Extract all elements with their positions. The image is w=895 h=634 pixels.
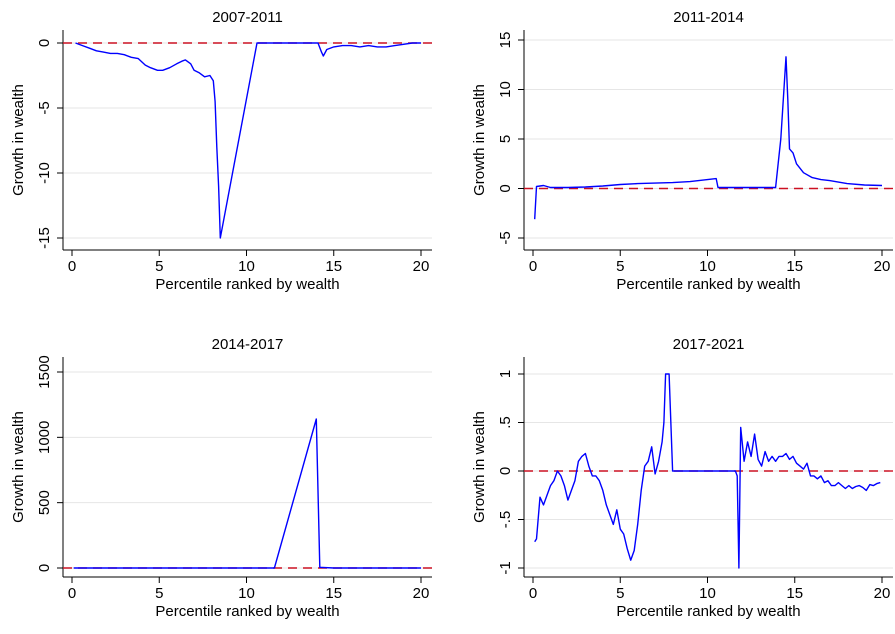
y-tick-label: 15	[497, 32, 514, 49]
y-tick-label: 1000	[36, 421, 53, 454]
x-tick-label: 10	[699, 258, 716, 275]
x-tick-label: 15	[786, 258, 803, 275]
x-axis-title: Percentile ranked by wealth	[155, 603, 339, 620]
x-tick-label: 10	[238, 258, 255, 275]
y-tick-label: 0	[497, 184, 514, 192]
panel-title: 2011-2014	[673, 9, 744, 26]
x-axis-title: Percentile ranked by wealth	[616, 276, 800, 293]
panel-title: 2017-2021	[673, 336, 745, 353]
x-tick-label: 20	[874, 585, 891, 602]
y-tick-label: 0	[36, 564, 53, 572]
x-tick-label: 15	[325, 585, 342, 602]
y-tick-label: -10	[36, 162, 53, 184]
x-tick-label: 0	[529, 585, 537, 602]
y-tick-label: 1500	[36, 355, 53, 388]
x-axis-title: Percentile ranked by wealth	[155, 276, 339, 293]
x-tick-label: 20	[413, 585, 430, 602]
y-tick-label: 500	[36, 490, 53, 515]
y-tick-label: -5	[36, 101, 53, 114]
y-tick-label: 0	[36, 39, 53, 47]
panel-2: 2011-2014 0 5 10 15 20 -5 0 5 10 15 Growth in wealt…	[471, 9, 893, 293]
y-axis-title: Growth in wealth	[471, 411, 488, 523]
panel-1: 2007-2011 0 5 10 15 20 -15 -10 -5 0 Growth in weal…	[10, 9, 432, 293]
panel-3: 2014-2017 0 5 10 15 20 0 500 1000 1500 Growth in w…	[10, 336, 432, 620]
x-tick-label: 0	[529, 258, 537, 275]
panel-4: 2017-2021 0 5 10 15 20 -1 -.5 0 .5 1 Growth in weal…	[471, 336, 893, 620]
x-tick-label: 20	[413, 258, 430, 275]
x-tick-label: 5	[616, 585, 624, 602]
y-tick-label: -5	[497, 231, 514, 244]
x-tick-label: 5	[155, 258, 163, 275]
y-axis-title: Growth in wealth	[471, 84, 488, 196]
y-tick-label: 5	[497, 135, 514, 143]
y-tick-label: -15	[36, 227, 53, 249]
y-tick-label: -1	[497, 561, 514, 574]
y-tick-label: -.5	[497, 511, 514, 529]
x-tick-label: 15	[325, 258, 342, 275]
x-tick-label: 10	[238, 585, 255, 602]
x-tick-label: 20	[874, 258, 891, 275]
series-line	[534, 373, 881, 569]
y-axis-title: Growth in wealth	[10, 84, 27, 196]
y-tick-label: 10	[497, 81, 514, 98]
y-tick-label: .5	[497, 416, 514, 429]
y-tick-label: 0	[497, 467, 514, 475]
y-tick-label: 1	[497, 370, 514, 378]
x-tick-label: 5	[155, 585, 163, 602]
series-line	[75, 42, 421, 239]
x-axis-title: Percentile ranked by wealth	[616, 603, 800, 620]
series-line	[73, 418, 421, 569]
x-tick-label: 5	[616, 258, 624, 275]
panel-title: 2007-2011	[212, 9, 283, 26]
series-line	[534, 56, 883, 220]
x-tick-label: 15	[786, 585, 803, 602]
panel-title: 2014-2017	[212, 336, 284, 353]
x-tick-label: 0	[68, 585, 76, 602]
x-tick-label: 10	[699, 585, 716, 602]
x-tick-label: 0	[68, 258, 76, 275]
y-axis-title: Growth in wealth	[10, 411, 27, 523]
